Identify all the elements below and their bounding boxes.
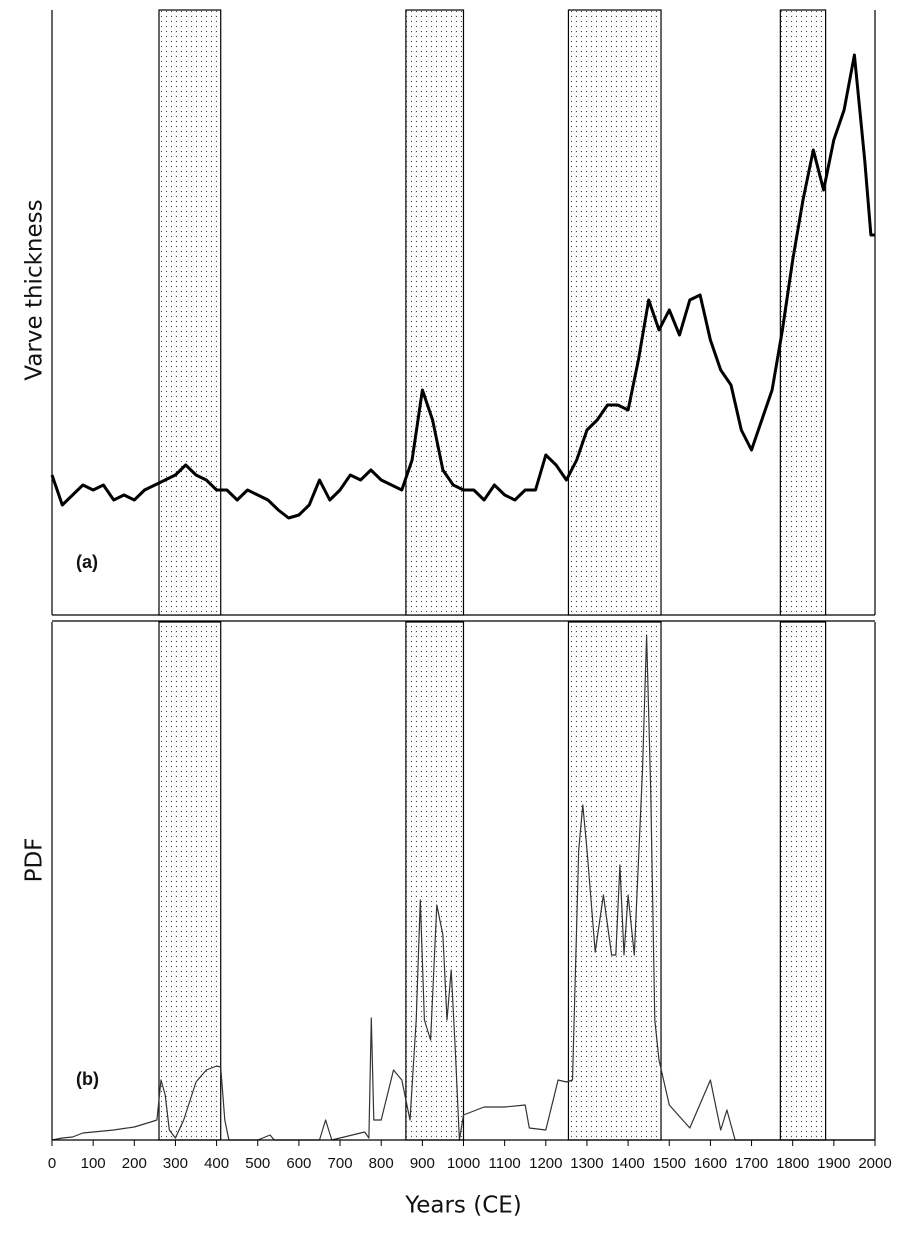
x-tick-label: 0	[48, 1155, 56, 1172]
x-tick-label: 1300	[570, 1155, 603, 1172]
x-tick-label: 700	[328, 1155, 353, 1172]
x-tick-label: 1800	[776, 1155, 809, 1172]
shaded-period	[567, 621, 662, 1141]
shaded-period	[158, 621, 222, 1141]
x-tick-label: 300	[163, 1155, 188, 1172]
x-tick-label: 1900	[817, 1155, 850, 1172]
x-tick-label: 1200	[529, 1155, 562, 1172]
x-tick-label: 1600	[694, 1155, 727, 1172]
x-tick-label: 900	[410, 1155, 435, 1172]
panel-label: (a)	[76, 552, 98, 572]
shaded-period	[158, 9, 222, 616]
x-tick-label: 1000	[447, 1155, 480, 1172]
x-tick-label: 800	[369, 1155, 394, 1172]
x-tick-label: 1500	[653, 1155, 686, 1172]
x-tick-label: 500	[245, 1155, 270, 1172]
x-axis-label: Years (CE)	[404, 1193, 522, 1219]
x-tick-label: 600	[286, 1155, 311, 1172]
x-tick-label: 200	[122, 1155, 147, 1172]
shaded-period	[779, 9, 827, 616]
x-tick-label: 2000	[858, 1155, 891, 1172]
x-tick-label: 1100	[489, 1155, 521, 1172]
shaded-period	[779, 621, 827, 1141]
x-tick-label: 400	[204, 1155, 229, 1172]
x-tick-label: 100	[81, 1155, 106, 1172]
data-line	[51, 634, 875, 1141]
shaded-period	[405, 621, 465, 1141]
x-tick-label: 1400	[611, 1155, 644, 1172]
shaded-period	[405, 9, 465, 616]
y-axis-label: Varve thickness	[22, 199, 48, 380]
x-tick-label: 1700	[735, 1155, 768, 1172]
y-axis-label: PDF	[22, 838, 48, 883]
panel-label: (b)	[76, 1069, 99, 1089]
data-line	[50, 53, 875, 520]
